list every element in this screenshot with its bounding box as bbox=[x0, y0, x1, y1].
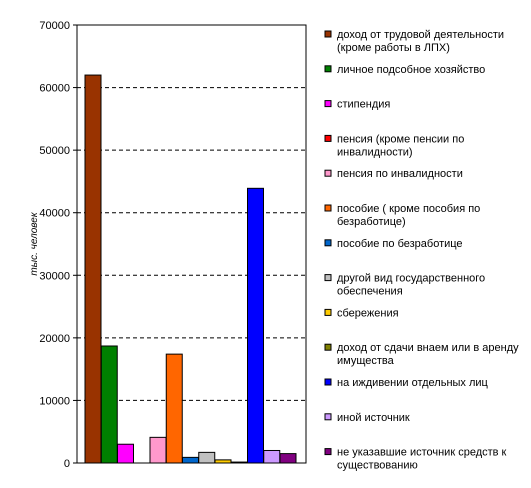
legend-item: не указавшие источник средств к существов… bbox=[324, 447, 507, 472]
bar bbox=[230, 461, 248, 464]
legend-label: на иждивении отдельных лиц bbox=[337, 377, 489, 389]
legend-item: доход от сдачи внаем или в аренду имущест… bbox=[324, 342, 519, 367]
legend-label: доход от сдачи внаем или в аренду имущест… bbox=[337, 342, 519, 367]
y-tick-label: 30000 bbox=[39, 270, 70, 282]
y-tick-label: 0 bbox=[64, 458, 70, 470]
bar bbox=[100, 345, 118, 464]
legend-swatch bbox=[324, 134, 332, 142]
y-tick-label: 20000 bbox=[39, 333, 70, 345]
legend-swatch bbox=[324, 169, 332, 177]
legend-item: другой вид государственного обеспечения bbox=[324, 273, 485, 298]
legend-swatch bbox=[324, 100, 332, 108]
legend-swatch bbox=[324, 448, 332, 456]
legend-swatch bbox=[324, 413, 332, 421]
legend-swatch bbox=[324, 65, 332, 73]
y-axis-ticks: 0 10000 20000 30000 40000 50000 60000 70000 bbox=[39, 20, 77, 470]
legend-swatch bbox=[324, 239, 332, 247]
legend-swatch bbox=[324, 204, 332, 212]
bars bbox=[84, 74, 297, 464]
legend-item: иной источник bbox=[324, 412, 410, 424]
legend-label: пособие по безработице bbox=[337, 238, 463, 250]
legend-label: доход от трудовой деятельности (кроме раб… bbox=[337, 29, 504, 54]
legend-item: пенсия (кроме пенсии по инвалидности) bbox=[324, 133, 464, 158]
legend-label: пенсия по инвалидности bbox=[337, 168, 463, 180]
legend-label: пенсия (кроме пенсии по инвалидности) bbox=[337, 133, 464, 158]
legend-item: на иждивении отдельных лиц bbox=[324, 377, 489, 389]
legend-item: пособие по безработице bbox=[324, 238, 463, 250]
legend: доход от трудовой деятельности (кроме раб… bbox=[324, 29, 519, 472]
bar bbox=[84, 74, 102, 464]
bar bbox=[214, 459, 232, 464]
bar bbox=[165, 353, 183, 464]
legend-label: другой вид государственного обеспечения bbox=[337, 273, 485, 298]
legend-item: доход от трудовой деятельности (кроме раб… bbox=[324, 29, 504, 54]
bar bbox=[247, 187, 264, 464]
legend-swatch bbox=[324, 343, 332, 351]
bar bbox=[182, 456, 199, 464]
legend-label: не указавшие источник средств к существов… bbox=[337, 447, 507, 472]
y-axis-label: тыс. человек bbox=[29, 211, 40, 275]
bar bbox=[117, 443, 134, 464]
legend-label: сбережения bbox=[337, 307, 399, 319]
legend-item: пособие ( кроме пособия по безработице) bbox=[324, 203, 480, 228]
legend-swatch bbox=[324, 30, 332, 38]
legend-item: личное подсобное хозяйство bbox=[324, 64, 485, 76]
legend-label: пособие ( кроме пособия по безработице) bbox=[337, 203, 480, 228]
y-tick-label: 50000 bbox=[39, 145, 70, 157]
bar bbox=[149, 436, 167, 464]
legend-item: пенсия по инвалидности bbox=[324, 168, 463, 180]
legend-item: сбережения bbox=[324, 307, 399, 319]
bar bbox=[279, 453, 297, 464]
bar bbox=[263, 449, 281, 464]
gridlines bbox=[77, 87, 306, 401]
legend-label: личное подсобное хозяйство bbox=[337, 64, 485, 76]
y-tick-label: 60000 bbox=[39, 83, 70, 95]
legend-item: стипендия bbox=[324, 99, 390, 111]
legend-swatch bbox=[324, 274, 332, 282]
legend-swatch bbox=[324, 378, 332, 386]
y-tick-label: 70000 bbox=[39, 20, 70, 32]
legend-label: иной источник bbox=[337, 412, 410, 424]
legend-label: стипендия bbox=[337, 99, 390, 111]
y-tick-label: 40000 bbox=[39, 208, 70, 220]
bar bbox=[198, 451, 216, 464]
legend-swatch bbox=[324, 308, 332, 316]
y-tick-label: 10000 bbox=[39, 395, 70, 407]
